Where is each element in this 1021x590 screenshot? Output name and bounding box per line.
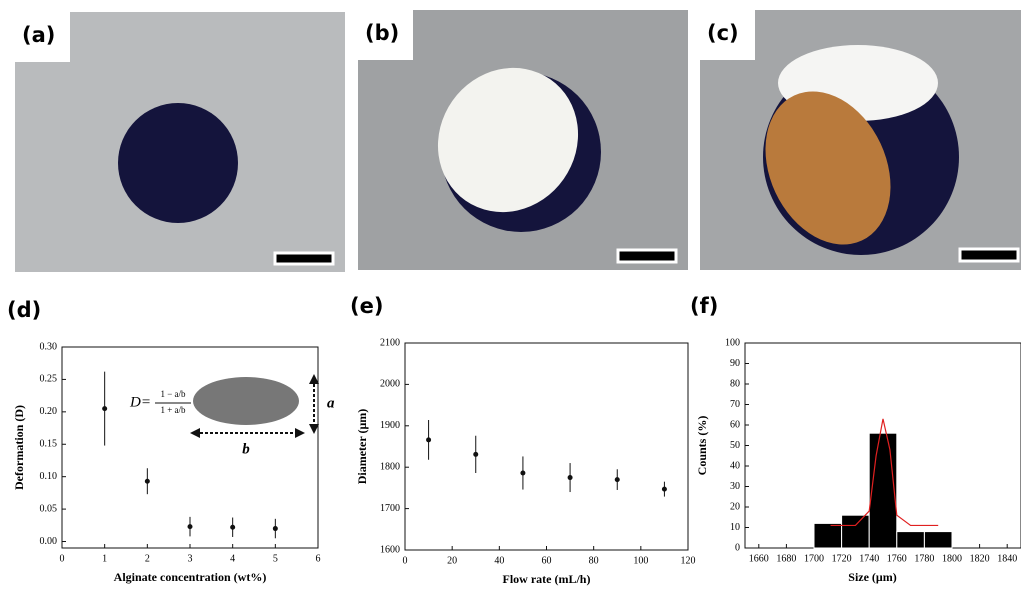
y-tick-label: 100	[725, 337, 740, 348]
y-tick-label: 30	[730, 481, 740, 492]
y-tick-label: 1700	[380, 503, 400, 514]
x-tick-label: 1840	[997, 553, 1017, 564]
x-tick-label: 3	[188, 553, 193, 564]
point	[102, 406, 107, 411]
x-axis-label: Flow rate (mL/h)	[503, 572, 591, 586]
x-axis-label: Alginate concentration (wt%)	[114, 570, 267, 584]
x-tick-label: 60	[542, 555, 552, 566]
x-tick-label: 1700	[804, 553, 824, 564]
x-tick-label: 6	[316, 553, 321, 564]
point	[520, 470, 525, 475]
x-tick-label: 40	[494, 555, 504, 566]
photo-a: (a)	[15, 12, 345, 272]
y-tick-label: 0	[735, 542, 740, 553]
y-tick-label: 0.20	[40, 406, 58, 417]
x-axis-label: Size (μm)	[848, 570, 896, 584]
y-tick-label: 0.00	[40, 536, 58, 547]
point	[273, 526, 278, 531]
x-tick-label: 4	[230, 553, 235, 564]
x-tick-label: 1780	[914, 553, 934, 564]
x-tick-label: 2	[145, 553, 150, 564]
y-axis-label: Deformation (D)	[12, 405, 26, 490]
point	[615, 477, 620, 482]
formula: D=	[129, 394, 151, 410]
bar	[897, 532, 925, 548]
x-tick-label: 1	[102, 553, 107, 564]
x-tick-label: 100	[633, 555, 648, 566]
y-tick-label: 70	[730, 399, 740, 410]
figure: (a) (b) (c) D= 1 − a/b 1 + a/b a b (d) Al…	[0, 0, 1021, 590]
point	[568, 475, 573, 480]
y-tick-label: 50	[730, 440, 740, 451]
ellipse	[193, 377, 299, 425]
y-tick-label: 2100	[380, 337, 400, 348]
label-a: a	[327, 395, 335, 411]
inset: D= 1 − a/b 1 + a/b a b	[129, 377, 335, 457]
x-tick-label: 0	[60, 553, 65, 564]
panel-label: (c)	[707, 21, 739, 45]
y-tick-label: 0.15	[40, 439, 58, 450]
y-tick-label: 60	[730, 419, 740, 430]
bar	[814, 523, 842, 548]
x-tick-label: 20	[447, 555, 457, 566]
y-tick-label: 1800	[380, 461, 400, 472]
point	[426, 437, 431, 442]
y-tick-label: 2000	[380, 379, 400, 390]
x-tick-label: 5	[273, 553, 278, 564]
x-tick-label: 1760	[887, 553, 907, 564]
x-tick-label: 1740	[859, 553, 879, 564]
y-tick-label: 1900	[380, 420, 400, 431]
x-tick-label: 80	[589, 555, 599, 566]
x-tick-label: 1800	[942, 553, 962, 564]
y-tick-label: 80	[730, 378, 740, 389]
x-tick-label: 1680	[776, 553, 796, 564]
y-tick-label: 0.10	[40, 471, 58, 482]
panel-label: (e)	[350, 294, 383, 318]
point	[230, 525, 235, 530]
panel-label: (a)	[22, 23, 55, 47]
panel-label: (f)	[690, 294, 718, 318]
x-tick-label: 120	[681, 555, 696, 566]
point	[473, 452, 478, 457]
x-tick-label: 1820	[970, 553, 990, 564]
y-axis-label: Counts (%)	[695, 416, 709, 476]
x-tick-label: 0	[403, 555, 408, 566]
y-axis-label: Diameter (μm)	[355, 409, 369, 485]
y-tick-label: 1600	[380, 544, 400, 555]
y-tick-label: 0.25	[40, 374, 58, 385]
formula-numerator: 1 − a/b	[160, 389, 186, 399]
x-tick-label: 1660	[749, 553, 769, 564]
y-tick-label: 0.05	[40, 503, 58, 514]
y-tick-label: 20	[730, 501, 740, 512]
panel-label: (b)	[365, 21, 399, 45]
panel-label: (d)	[7, 298, 41, 322]
photo-c: (c)	[700, 10, 1021, 270]
bar	[924, 532, 952, 548]
label-b: b	[242, 441, 250, 457]
y-tick-label: 10	[730, 522, 740, 533]
plot-frame	[405, 343, 688, 550]
photo-b: (b)	[358, 10, 688, 270]
formula-denominator: 1 + a/b	[160, 405, 186, 415]
bar	[869, 433, 897, 548]
y-tick-label: 40	[730, 460, 740, 471]
point	[145, 479, 150, 484]
y-tick-label: 90	[730, 358, 740, 369]
y-tick-label: 0.30	[40, 341, 58, 352]
bar	[842, 515, 870, 548]
point	[662, 487, 667, 492]
x-tick-label: 1720	[832, 553, 852, 564]
point	[188, 524, 193, 529]
